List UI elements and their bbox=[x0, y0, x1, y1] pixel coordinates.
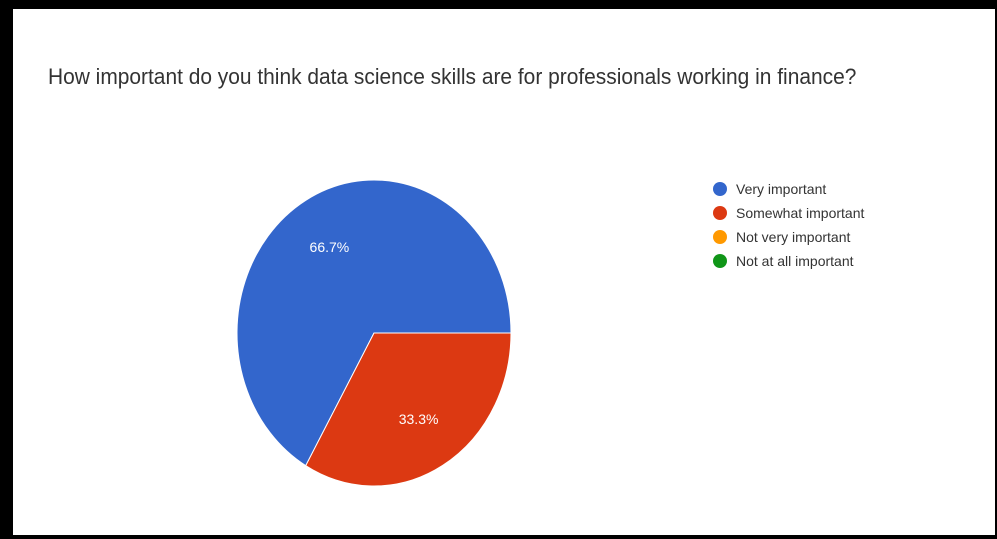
slice-label: 33.3% bbox=[399, 411, 439, 427]
legend-swatch bbox=[713, 230, 727, 244]
legend-swatch bbox=[713, 182, 727, 196]
legend-item[interactable]: Very important bbox=[713, 181, 826, 197]
legend-swatch bbox=[713, 254, 727, 268]
pie-slice-somewhat-important[interactable] bbox=[305, 332, 512, 487]
legend-label: Not very important bbox=[736, 229, 850, 245]
legend-item[interactable]: Not at all important bbox=[713, 253, 854, 269]
legend-item[interactable]: Not very important bbox=[713, 229, 850, 245]
legend: Very important Somewhat important Not very… bbox=[713, 181, 865, 269]
pie-slice-very-important[interactable] bbox=[236, 179, 512, 467]
legend-swatch bbox=[713, 206, 727, 220]
legend-label: Somewhat important bbox=[736, 205, 865, 221]
legend-label: Very important bbox=[736, 181, 826, 197]
pie-chart: 66.7% 33.3% bbox=[236, 179, 512, 487]
slice-label: 66.7% bbox=[310, 239, 350, 255]
legend-item[interactable]: Somewhat important bbox=[713, 205, 865, 221]
legend-label: Not at all important bbox=[736, 253, 854, 269]
chart-title: How important do you think data science … bbox=[48, 64, 857, 89]
